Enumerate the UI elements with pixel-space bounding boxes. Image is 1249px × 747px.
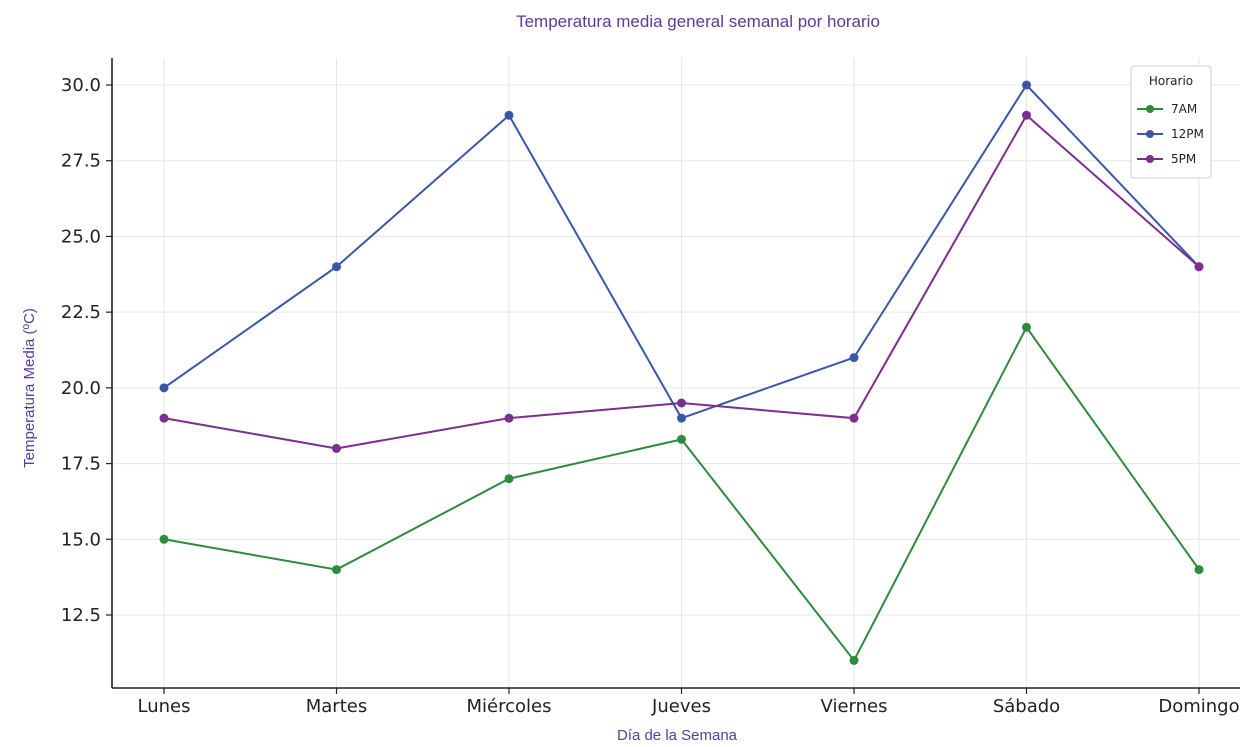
data-point (332, 262, 341, 272)
legend-marker (1146, 105, 1154, 113)
x-tick-label: Martes (306, 696, 367, 717)
data-point (504, 474, 514, 484)
legend-item: 7AM (1137, 102, 1197, 116)
legend-marker (1146, 130, 1154, 138)
data-point (504, 413, 514, 423)
legend-item: 12PM (1137, 127, 1204, 141)
legend-label: 5PM (1171, 152, 1196, 166)
x-tick-label: Lunes (138, 696, 191, 717)
y-tick-label: 25.0 (61, 226, 101, 247)
legend-marker (1146, 155, 1154, 163)
chart-title: Temperatura media general semanal por ho… (516, 12, 880, 31)
data-point (159, 413, 169, 423)
axes (111, 58, 1240, 689)
legend-item: 5PM (1137, 152, 1196, 166)
data-point (849, 655, 859, 665)
y-tick-label: 12.5 (61, 605, 101, 626)
data-point (677, 434, 686, 444)
y-tick-label: 17.5 (61, 454, 101, 475)
x-tick-label: Viernes (821, 696, 888, 717)
series-7am (159, 322, 1204, 665)
series-lines (159, 80, 1204, 665)
x-axis-ticks: Lunes Martes Miércoles Jueves Viernes Sábado D… (138, 688, 1240, 717)
y-axis-title: Temperatura Media (ºC) (21, 308, 38, 468)
y-tick-label: 22.5 (61, 302, 101, 323)
x-tick-label: Miércoles (467, 696, 552, 717)
x-tick-label: Jueves (651, 696, 711, 717)
data-point (332, 565, 341, 575)
data-point (1022, 110, 1031, 120)
data-point (1194, 262, 1204, 272)
data-point (1022, 80, 1031, 90)
y-tick-label: 30.0 (61, 75, 101, 96)
data-point (677, 413, 686, 423)
data-point (849, 413, 859, 423)
legend-title: Horario (1149, 74, 1193, 88)
series-5pm (159, 110, 1204, 453)
y-tick-label: 20.0 (61, 378, 101, 399)
x-tick-label: Sábado (993, 696, 1060, 717)
x-axis-title: Día de la Semana (617, 727, 738, 744)
data-point (332, 443, 341, 453)
y-tick-label: 27.5 (61, 151, 101, 172)
grid (112, 58, 1240, 688)
y-axis-ticks: 12.5 15.0 17.5 20.0 22.5 25.0 27.5 30.0 (61, 75, 112, 626)
y-tick-label: 15.0 (61, 529, 101, 550)
data-point (677, 398, 686, 408)
x-tick-label: Domingo (1158, 696, 1239, 717)
legend-box (1130, 65, 1212, 179)
data-point (159, 383, 169, 393)
data-point (1194, 565, 1204, 575)
legend: Horario 7AM 12PM 5PM (1130, 65, 1212, 179)
legend-label: 7AM (1171, 102, 1197, 116)
data-point (1022, 322, 1031, 332)
data-point (504, 110, 514, 120)
legend-label: 12PM (1171, 127, 1204, 141)
data-point (849, 353, 859, 363)
data-point (159, 534, 169, 544)
